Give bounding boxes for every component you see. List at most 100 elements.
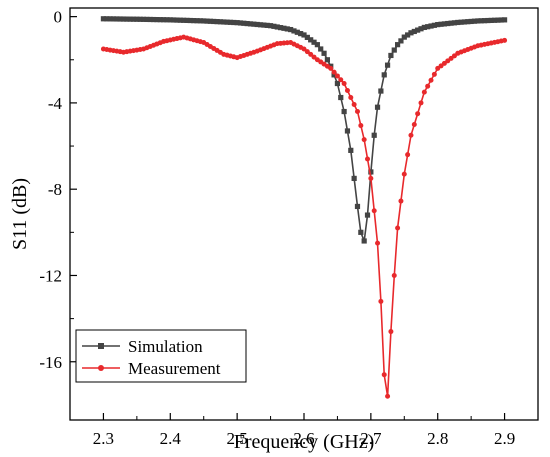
simulation-point bbox=[348, 147, 354, 153]
legend-marker-simulation bbox=[98, 343, 104, 349]
simulation-point bbox=[184, 17, 190, 24]
x-tick-label: 2.8 bbox=[427, 429, 448, 448]
simulation-point bbox=[244, 20, 250, 27]
simulation-point bbox=[368, 169, 374, 175]
legend-marker-measurement bbox=[98, 365, 104, 371]
x-tick-label: 2.3 bbox=[93, 429, 114, 448]
simulation-point bbox=[451, 20, 458, 26]
x-tick-label: 2.5 bbox=[227, 429, 248, 448]
x-tick-label: 2.7 bbox=[360, 429, 382, 448]
simulation-point bbox=[421, 24, 427, 31]
measurement-point bbox=[381, 372, 387, 378]
measurement-point bbox=[421, 89, 427, 95]
x-tick-label: 2.4 bbox=[160, 429, 182, 448]
measurement-point bbox=[401, 171, 407, 177]
simulation-point bbox=[495, 17, 501, 23]
simulation-point bbox=[140, 16, 147, 22]
simulation-point bbox=[501, 17, 508, 23]
simulation-point bbox=[157, 17, 163, 23]
simulation-point bbox=[201, 18, 207, 24]
simulation-point bbox=[334, 80, 341, 87]
y-tick-label: -12 bbox=[39, 266, 62, 285]
simulation-point bbox=[104, 16, 110, 22]
simulation-point bbox=[401, 34, 407, 40]
simulation-point bbox=[161, 17, 167, 23]
simulation-point bbox=[308, 37, 314, 43]
measurement-point bbox=[415, 111, 421, 117]
measurement-point bbox=[351, 102, 357, 108]
simulation-point bbox=[318, 46, 324, 52]
simulation-point bbox=[381, 72, 387, 78]
simulation-point bbox=[117, 16, 123, 22]
simulation-point bbox=[247, 21, 254, 27]
simulation-point bbox=[174, 17, 180, 23]
simulation-point bbox=[134, 16, 140, 22]
simulation-point bbox=[241, 20, 247, 26]
simulation-point bbox=[478, 18, 484, 24]
simulation-point bbox=[194, 18, 200, 24]
measurement-point bbox=[408, 132, 414, 138]
measurement-point bbox=[304, 49, 310, 55]
simulation-point bbox=[274, 24, 280, 30]
simulation-point bbox=[304, 34, 310, 40]
simulation-point bbox=[221, 19, 227, 25]
measurement-point bbox=[385, 393, 391, 399]
series-layer bbox=[100, 16, 508, 399]
simulation-point bbox=[485, 17, 491, 24]
measurement-point bbox=[311, 54, 317, 60]
measurement-point bbox=[375, 240, 381, 246]
y-axis-title: S11 (dB) bbox=[9, 178, 31, 250]
simulation-point bbox=[281, 25, 287, 31]
simulation-point bbox=[137, 16, 143, 22]
measurement-point bbox=[502, 37, 508, 43]
simulation-point bbox=[164, 17, 170, 23]
x-tick-label: 2.6 bbox=[293, 429, 314, 448]
measurement-point bbox=[428, 77, 434, 83]
simulation-point bbox=[234, 20, 240, 26]
y-tick-label: -16 bbox=[39, 353, 62, 372]
simulation-point bbox=[398, 38, 404, 44]
x-axis-title: Frequency (GHz) bbox=[234, 431, 375, 453]
simulation-point bbox=[441, 21, 447, 27]
simulation-point bbox=[321, 50, 327, 56]
simulation-point bbox=[471, 18, 478, 24]
simulation-point bbox=[314, 42, 320, 48]
simulation-point bbox=[411, 28, 417, 35]
simulation-point bbox=[341, 108, 347, 115]
simulation-point bbox=[207, 18, 213, 24]
legend-label-simulation: Simulation bbox=[128, 337, 203, 356]
simulation-point bbox=[254, 21, 260, 28]
simulation-point bbox=[288, 26, 294, 33]
simulation-point bbox=[147, 16, 153, 23]
simulation-point bbox=[431, 22, 437, 28]
simulation-point bbox=[354, 203, 361, 210]
simulation-point bbox=[167, 17, 173, 23]
measurement-point bbox=[431, 71, 437, 77]
measurement-point bbox=[405, 152, 411, 158]
measurement-point bbox=[365, 156, 371, 162]
simulation-point bbox=[384, 62, 391, 68]
measurement-point bbox=[395, 225, 401, 231]
simulation-point bbox=[405, 32, 411, 38]
y-tick-label: -4 bbox=[48, 94, 63, 113]
simulation-point bbox=[448, 20, 454, 26]
simulation-point bbox=[388, 52, 394, 59]
simulation-point bbox=[120, 16, 127, 22]
measurement-point bbox=[358, 123, 364, 129]
simulation-point bbox=[358, 229, 364, 235]
simulation-point bbox=[488, 17, 494, 24]
legend-box bbox=[75, 329, 247, 383]
measurement-point bbox=[338, 77, 344, 83]
series-measurement bbox=[100, 34, 508, 399]
measurement-point bbox=[328, 65, 334, 71]
measurement-point bbox=[361, 137, 367, 143]
simulation-point bbox=[475, 18, 481, 24]
measurement-point bbox=[301, 46, 307, 52]
ticks-layer: 2.3 2.4 2.5 2.6 2.7 2.8 2.9 0 -4 -8 -12 -16 bbox=[39, 8, 515, 448]
simulation-point bbox=[428, 23, 434, 29]
simulation-point bbox=[298, 31, 304, 37]
y-tick-label: 0 bbox=[54, 8, 63, 27]
simulation-point bbox=[344, 128, 351, 134]
simulation-point bbox=[415, 27, 421, 33]
